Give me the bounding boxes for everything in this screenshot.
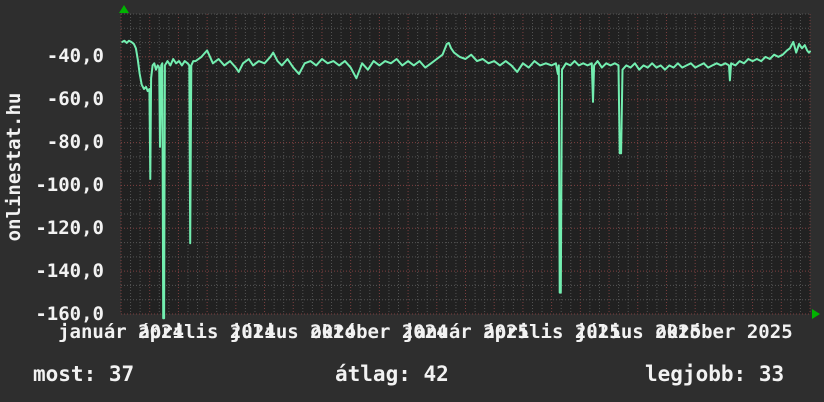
stat-current-label: most:	[33, 362, 97, 386]
stat-best: legjobb: 33	[645, 362, 784, 386]
stat-best-label: legjobb:	[645, 362, 747, 386]
x-axis-label: április 2024	[138, 321, 276, 343]
series-line	[121, 39, 811, 320]
y-axis-label: -40,0	[46, 45, 104, 67]
stat-best-value: 33	[758, 362, 785, 386]
y-axis-label: -140,0	[35, 260, 104, 282]
series-group	[121, 39, 811, 320]
x-axis-label: április 2025	[483, 321, 621, 343]
x-axis-label: július 2025	[575, 321, 701, 343]
y-axis-label: -80,0	[46, 131, 104, 153]
y-axis-label: -120,0	[35, 217, 104, 239]
y-axis-arrow-icon	[119, 5, 129, 13]
stat-current: most: 37	[33, 362, 134, 386]
x-axis-label: július 2024	[230, 321, 356, 343]
stats-bar: most: 37 átlag: 42 legjobb: 33	[0, 362, 824, 392]
stat-average: átlag: 42	[335, 362, 449, 386]
y-axis-label: -100,0	[35, 174, 104, 196]
x-axis-label: január 2025	[403, 321, 529, 343]
x-axis-label: október 2025	[655, 321, 793, 343]
y-axis-label: -160,0	[35, 303, 104, 325]
stat-average-label: átlag:	[335, 362, 411, 386]
stat-average-value: 42	[423, 362, 449, 386]
stat-current-value: 37	[108, 362, 135, 386]
y-axis-label: -60,0	[46, 88, 104, 110]
axis-arrows	[119, 5, 820, 319]
x-axis-label: október 2024	[310, 321, 448, 343]
x-axis-arrow-icon	[812, 309, 820, 319]
x-axis-label: január 2024	[58, 321, 184, 343]
